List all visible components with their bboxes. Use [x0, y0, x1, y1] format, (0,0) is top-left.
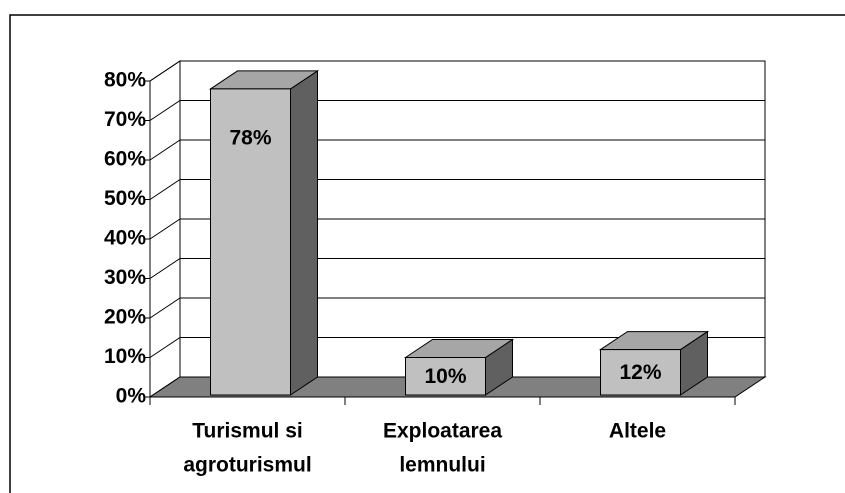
bar	[208, 69, 320, 396]
grid-line	[149, 297, 765, 319]
x-tick-label: Exploatarea	[383, 420, 502, 443]
y-tick-label: 30%	[104, 266, 146, 289]
value-label: 78%	[229, 126, 271, 149]
y-tick-label: 10%	[104, 345, 146, 368]
y-tick-label: 0%	[116, 385, 147, 408]
x-tick-label: agroturismul	[183, 454, 311, 477]
grid-line	[149, 139, 765, 161]
grid-line	[149, 100, 765, 121]
y-tick-label: 20%	[104, 306, 146, 329]
y-tick-label: 50%	[104, 187, 146, 210]
bar-front	[210, 88, 291, 396]
x-tick-label: Turismul si	[192, 420, 302, 443]
grid-line	[149, 337, 765, 358]
bar	[403, 338, 515, 396]
grid-line	[149, 60, 765, 82]
bar-front	[405, 357, 486, 396]
x-tick-label: Altele	[609, 420, 666, 443]
y-tick-label: 80%	[104, 69, 146, 92]
y-tick-label: 40%	[104, 227, 146, 250]
grid-line	[149, 258, 765, 279]
bar-front	[600, 349, 681, 396]
y-tick-label: 70%	[104, 108, 146, 131]
x-tick-label: lemnului	[399, 454, 485, 477]
value-label: 12%	[619, 361, 661, 384]
grid-line	[149, 218, 765, 240]
grid-line	[149, 179, 765, 200]
bar	[598, 330, 710, 396]
y-tick-label: 60%	[104, 148, 146, 171]
value-label: 10%	[424, 365, 466, 388]
bar-side	[290, 69, 318, 396]
